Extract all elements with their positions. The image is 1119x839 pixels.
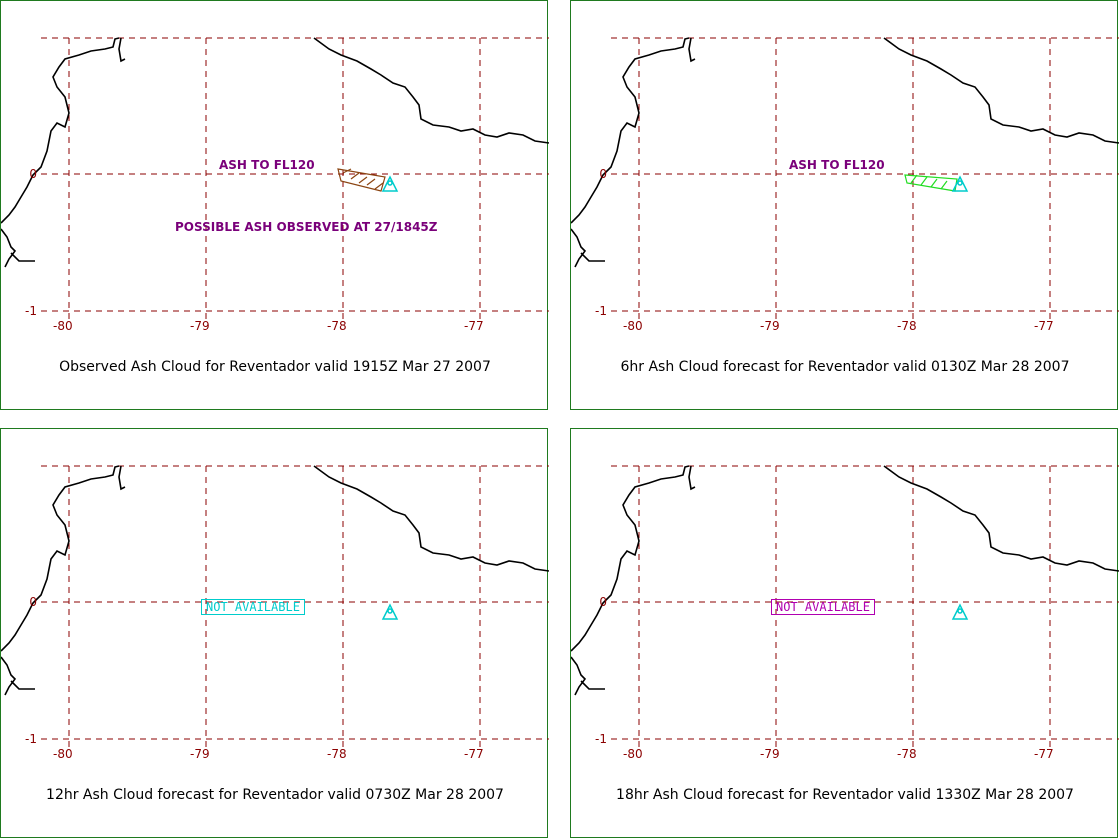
panel-caption: 12hr Ash Cloud forecast for Reventador v… — [46, 787, 504, 803]
panel-caption: Observed Ash Cloud for Reventador valid … — [59, 359, 491, 375]
panel-caption: 6hr Ash Cloud forecast for Reventador va… — [620, 359, 1070, 375]
coastline — [571, 37, 696, 224]
x-tick-79: -79 — [190, 747, 210, 761]
x-tick-80: -80 — [623, 319, 643, 333]
x-tick-77: -77 — [464, 747, 484, 761]
ash-label: ASH TO FL120 — [219, 158, 315, 172]
y-tick-minus1: -1 — [595, 732, 607, 746]
x-tick-79: -79 — [190, 319, 210, 333]
volcano-icon — [951, 603, 969, 620]
volcano-icon — [951, 175, 969, 192]
map-canvas — [1, 37, 549, 321]
y-tick-0: 0 — [599, 595, 607, 609]
x-tick-77: -77 — [1034, 747, 1054, 761]
y-tick-0: 0 — [29, 595, 37, 609]
map-panel-observed: 0 -1 -80 -79 -78 -77 ASH TO FL120 POSSIB… — [0, 0, 549, 410]
x-tick-79: -79 — [760, 747, 780, 761]
coastline-cape — [1, 656, 35, 696]
coastline-cape — [1, 228, 35, 268]
lat-lon-grid — [41, 465, 549, 749]
coastline — [1, 37, 126, 224]
x-tick-80: -80 — [623, 747, 643, 761]
x-tick-77: -77 — [464, 319, 484, 333]
y-tick-minus1: -1 — [25, 304, 37, 318]
y-tick-minus1: -1 — [25, 732, 37, 746]
x-tick-78: -78 — [897, 319, 917, 333]
x-tick-78: -78 — [897, 747, 917, 761]
y-tick-0: 0 — [29, 167, 37, 181]
coastline-cape — [571, 228, 605, 268]
border-line — [883, 37, 1119, 144]
not-available-label: NOT AVAILABLE — [201, 599, 305, 615]
volcano-icon — [381, 175, 399, 192]
panel-caption: 18hr Ash Cloud forecast for Reventador v… — [616, 787, 1074, 803]
map-panel-12hr: 0 -1 -80 -79 -78 -77 NOT AVAILABLE 12hr … — [0, 428, 549, 838]
map-panel-18hr: 0 -1 -80 -79 -78 -77 NOT AVAILABLE 18hr … — [570, 428, 1119, 838]
border-line — [313, 465, 549, 572]
y-tick-minus1: -1 — [595, 304, 607, 318]
x-tick-80: -80 — [53, 747, 73, 761]
border-line — [883, 465, 1119, 572]
x-tick-77: -77 — [1034, 319, 1054, 333]
coastline — [1, 465, 126, 652]
x-tick-78: -78 — [327, 319, 347, 333]
coastline-cape — [571, 656, 605, 696]
observation-note: POSSIBLE ASH OBSERVED AT 27/1845Z — [175, 220, 438, 234]
x-tick-79: -79 — [760, 319, 780, 333]
ash-label: ASH TO FL120 — [789, 158, 885, 172]
border-line — [313, 37, 549, 144]
ash-cloud-polygon — [337, 168, 386, 192]
map-canvas — [571, 465, 1119, 749]
x-tick-80: -80 — [53, 319, 73, 333]
coastline — [571, 465, 696, 652]
not-available-label: NOT AVAILABLE — [771, 599, 875, 615]
x-tick-78: -78 — [327, 747, 347, 761]
y-tick-0: 0 — [599, 167, 607, 181]
lat-lon-grid — [611, 37, 1119, 321]
lat-lon-grid — [41, 37, 549, 321]
map-canvas — [571, 37, 1119, 321]
map-panel-6hr: 0 -1 -80 -79 -78 -77 ASH TO FL120 6hr As… — [570, 0, 1119, 410]
map-canvas — [1, 465, 549, 749]
volcano-icon — [381, 603, 399, 620]
lat-lon-grid — [611, 465, 1119, 749]
